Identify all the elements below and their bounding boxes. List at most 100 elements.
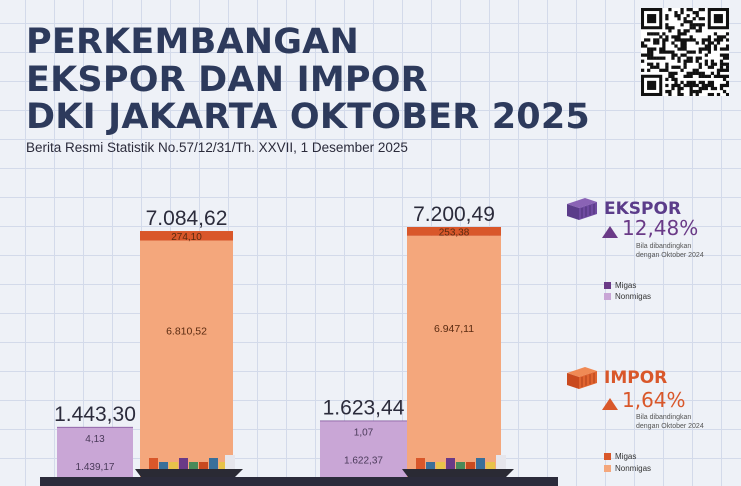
- qr-module: [710, 59, 715, 63]
- qr-module: [701, 86, 705, 91]
- qr-module: [701, 80, 705, 85]
- cargo-container-2-6: [466, 462, 475, 469]
- qr-module: [725, 38, 729, 42]
- qr-module: [683, 44, 687, 48]
- qr-module: [719, 83, 724, 88]
- qr-module: [725, 44, 729, 48]
- impor-2-migas-label: 253,38: [439, 227, 470, 238]
- cargo-container-1-6: [199, 462, 208, 469]
- qr-module: [674, 83, 678, 88]
- qr-module: [698, 74, 702, 78]
- qr-module: [683, 65, 687, 69]
- qr-module: [677, 35, 681, 39]
- qr-module: [680, 38, 684, 42]
- qr-module: [668, 26, 672, 30]
- qr-module: [680, 86, 684, 91]
- qr-module: [680, 23, 684, 27]
- page-title: PERKEMBANGAN EKSPOR DAN IMPOR DKI JAKART…: [26, 22, 626, 137]
- qr-module: [725, 80, 729, 85]
- qr-module: [641, 53, 645, 57]
- qr-module: [659, 47, 663, 51]
- qr-module: [665, 50, 669, 54]
- qr-module: [674, 65, 678, 69]
- qr-module: [680, 68, 684, 72]
- qr-module: [650, 32, 654, 36]
- qr-module: [719, 68, 724, 72]
- title-line-3: DKI JAKARTA OKTOBER 2025: [26, 97, 590, 137]
- qr-module: [683, 29, 687, 33]
- qr-module: [695, 92, 699, 96]
- qr-module: [677, 47, 681, 51]
- qr-module: [680, 8, 684, 12]
- ekspor-1-nonmigas-bar: [57, 427, 133, 477]
- qr-module: [698, 65, 702, 69]
- title-line-1: PERKEMBANGAN: [26, 22, 359, 62]
- qr-module: [698, 86, 702, 91]
- qr-module: [704, 47, 708, 51]
- qr-module: [698, 71, 702, 75]
- qr-module: [662, 50, 666, 54]
- qr-module: [683, 41, 687, 45]
- qr-module: [674, 14, 678, 18]
- qr-module: [722, 89, 727, 94]
- qr-module: [710, 41, 715, 45]
- qr-module: [665, 68, 669, 72]
- ekspor-up-arrow-icon: [602, 226, 618, 238]
- qr-module: [719, 35, 724, 39]
- chart-baseline: [40, 477, 558, 486]
- impor-2-nonmigas-label: 6.947,11: [434, 323, 474, 335]
- ekspor-2-migas-bar: [320, 420, 407, 422]
- qr-module: [692, 23, 696, 27]
- qr-module: [671, 56, 675, 60]
- qr-module: [692, 68, 696, 72]
- qr-module: [692, 38, 696, 42]
- qr-module: [641, 44, 645, 48]
- qr-module: [677, 92, 681, 96]
- impor-migas-label: Migas: [615, 452, 637, 461]
- qr-module: [689, 50, 693, 54]
- qr-module: [689, 71, 693, 75]
- qr-module: [683, 20, 687, 24]
- qr-module: [695, 56, 699, 60]
- qr-module: [665, 35, 669, 39]
- qr-module: [713, 74, 718, 78]
- qr-module: [725, 47, 729, 51]
- qr-module: [641, 41, 645, 45]
- impor-2-total-label: 7.200,49: [413, 203, 495, 226]
- qr-module: [689, 83, 693, 88]
- cargo-container-2-5: [456, 462, 465, 469]
- qr-module: [704, 74, 708, 78]
- cargo-ship-hull-2: [402, 469, 514, 477]
- cargo-ship-hull-1: [135, 469, 243, 477]
- qr-module: [701, 71, 705, 75]
- qr-module: [677, 38, 681, 42]
- qr-module: [665, 26, 669, 30]
- qr-module: [692, 83, 696, 88]
- qr-module: [704, 59, 708, 63]
- qr-module: [707, 41, 711, 45]
- qr-module: [647, 56, 651, 60]
- qr-module: [713, 32, 718, 36]
- ekspor-2-total-label: 1.623,44: [323, 397, 405, 420]
- qr-module: [689, 89, 693, 94]
- qr-module: [671, 53, 675, 57]
- qr-module: [695, 68, 699, 72]
- qr-module: [701, 74, 705, 78]
- qr-module: [662, 32, 666, 36]
- qr-code[interactable]: [641, 8, 729, 96]
- qr-code-graphic: [641, 8, 729, 96]
- qr-module: [689, 38, 693, 42]
- impor-1-nonmigas-bar: [140, 240, 233, 477]
- qr-module: [653, 47, 657, 51]
- cargo-container-1-3: [169, 462, 178, 469]
- ship-bridge-2: [496, 455, 506, 469]
- ekspor-2-nonmigas-label: 1.622,37: [344, 456, 383, 467]
- cargo-container-1-4: [179, 458, 188, 469]
- qr-module: [716, 35, 721, 39]
- qr-module: [686, 74, 690, 78]
- qr-module: [659, 56, 663, 60]
- qr-module: [701, 23, 705, 27]
- ekspor-change: 12,48%: [622, 216, 699, 240]
- qr-module: [710, 71, 715, 75]
- qr-module: [698, 23, 702, 27]
